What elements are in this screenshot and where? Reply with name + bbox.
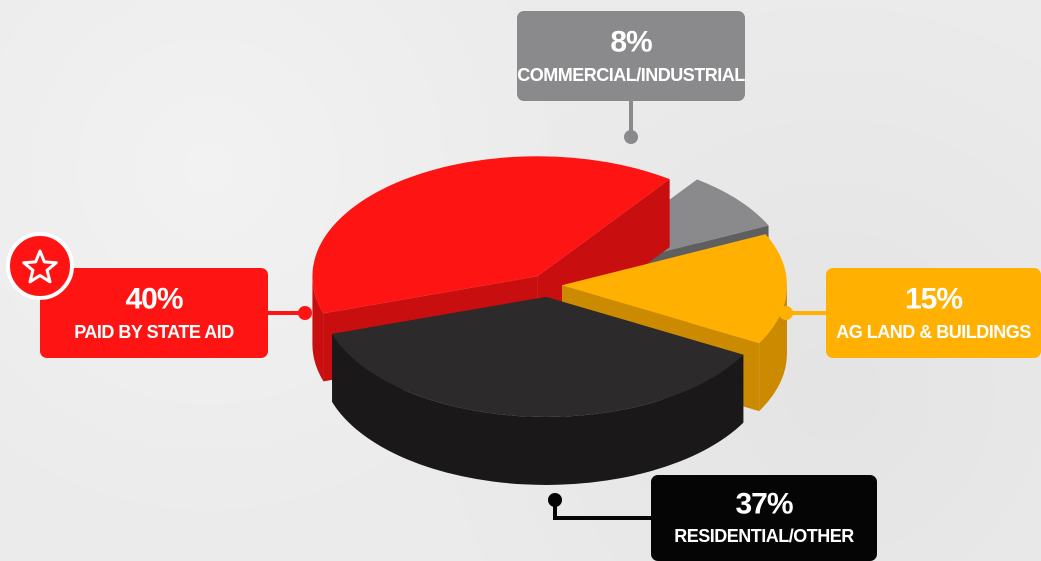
callout-labels: 40% PAID BY STATE AID 8% COMMERCIAL/INDUSTR… — [6, 11, 1041, 561]
connector-dot — [298, 306, 312, 320]
callout-value: 40% — [125, 283, 182, 316]
connector-dot — [779, 306, 793, 320]
callout-value: 15% — [905, 283, 962, 316]
slice-side-wall — [312, 276, 324, 382]
callout-0: 40% PAID BY STATE AID — [40, 268, 268, 358]
connector-0 — [268, 306, 312, 320]
callout-value: 8% — [610, 26, 652, 59]
connector-2 — [779, 306, 826, 320]
connector-1 — [624, 101, 638, 144]
connectors — [268, 101, 826, 520]
connector-dot — [548, 493, 562, 507]
callout-category: PAID BY STATE AID — [74, 322, 234, 342]
callout-2: 15% AG LAND & BUILDINGS — [826, 268, 1041, 358]
callout-box — [40, 268, 268, 358]
callout-box — [651, 475, 877, 561]
callout-category: RESIDENTIAL/OTHER — [674, 526, 854, 546]
slice-side-wall — [759, 285, 787, 412]
connector-dot — [624, 130, 638, 144]
pie-slices — [312, 156, 787, 485]
slice-top — [332, 296, 744, 417]
connector-3 — [548, 493, 651, 520]
star-icon — [6, 232, 74, 300]
callout-3: 37% RESIDENTIAL/OTHER — [651, 475, 877, 561]
callout-category: COMMERCIAL/INDUSTRIAL — [517, 65, 745, 85]
pie-slice-3 — [332, 296, 744, 485]
slice-top — [561, 234, 787, 344]
slice-side-wall — [332, 334, 744, 485]
slice-top — [312, 156, 670, 314]
connector-line — [553, 500, 651, 520]
callout-box — [517, 11, 745, 101]
callout-1: 8% COMMERCIAL/INDUSTRIAL — [517, 11, 746, 101]
callout-value: 37% — [735, 488, 792, 521]
callout-box — [826, 268, 1041, 358]
callout-category: AG LAND & BUILDINGS — [836, 322, 1031, 342]
